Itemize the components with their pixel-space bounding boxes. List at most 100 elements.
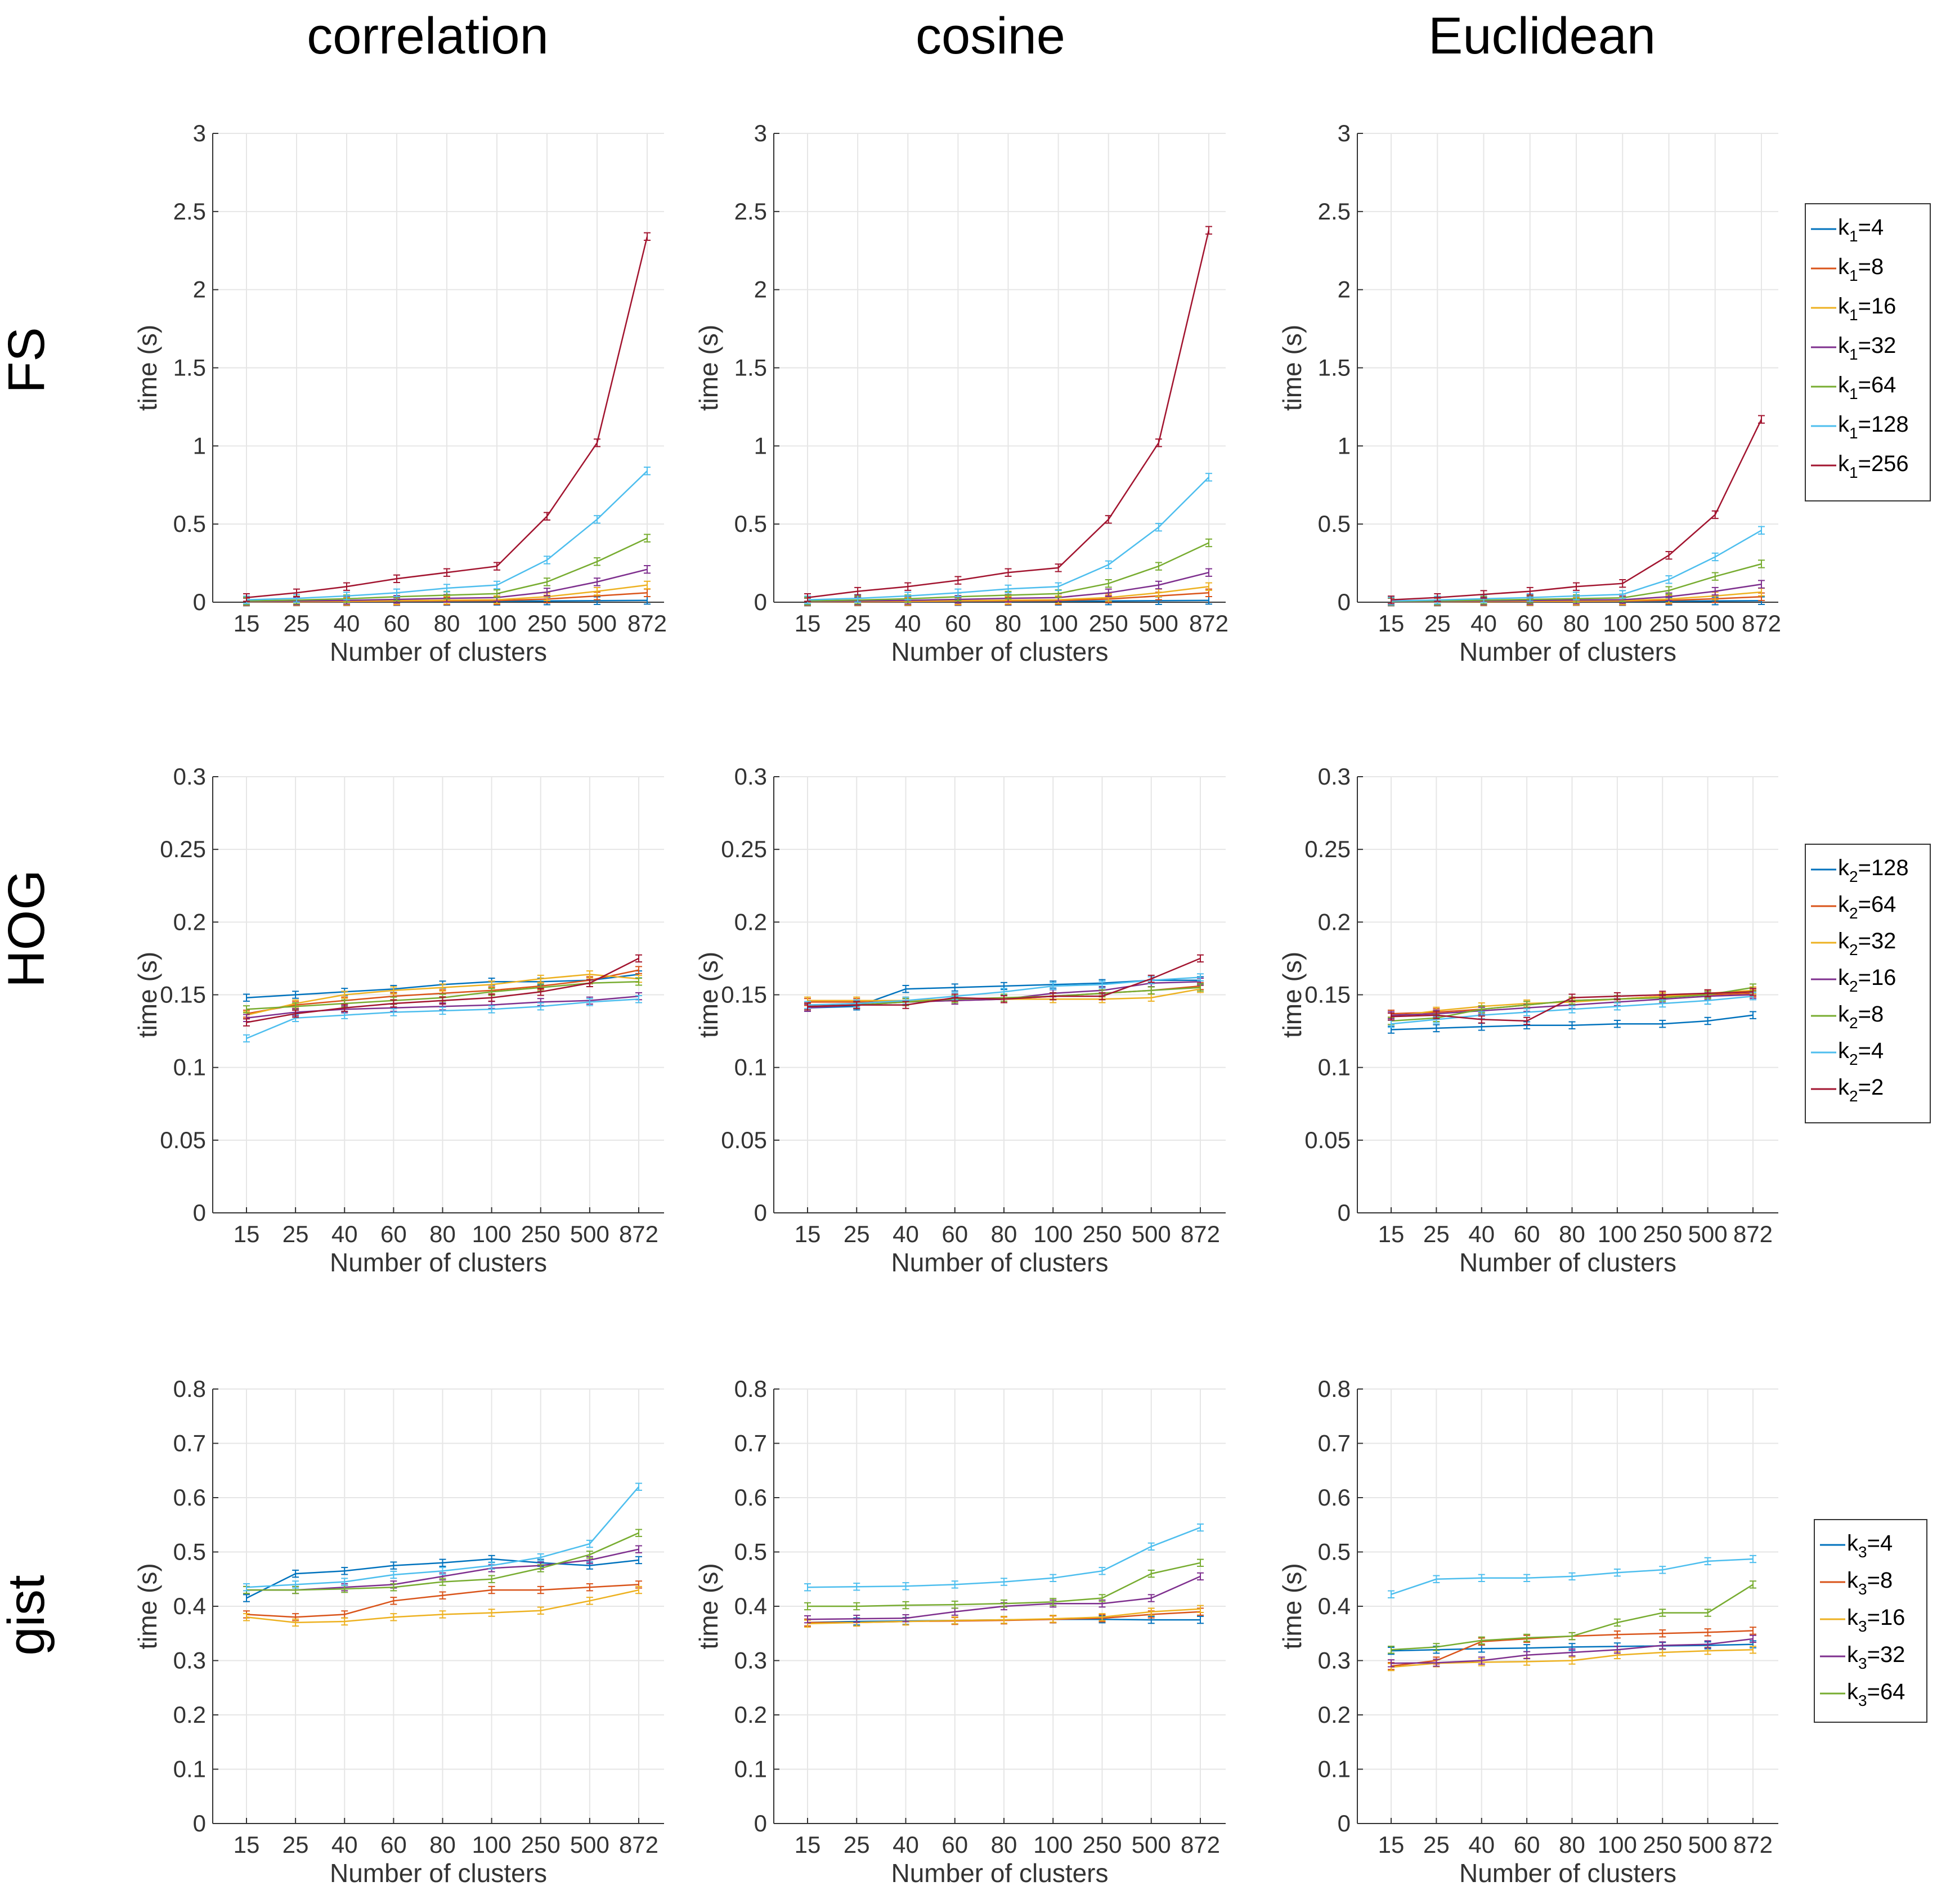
panel-hog-euclidean-xlabel: Number of clusters	[1459, 1248, 1676, 1277]
panel-hog-correlation-xtick-label: 80	[429, 1221, 456, 1247]
panel-gist-cosine-xtick-label: 80	[991, 1831, 1017, 1858]
panel-hog-cosine-xtick-label: 250	[1082, 1221, 1122, 1247]
panel-hog-correlation-xtick-label: 25	[283, 1221, 309, 1247]
panel-fs-correlation-xtick-label: 25	[284, 610, 310, 637]
panel-hog-correlation-xlabel: Number of clusters	[330, 1248, 547, 1277]
panel-fs-correlation-ytick-label: 2.5	[173, 198, 206, 225]
panel-gist-cosine-xlabel: Number of clusters	[891, 1858, 1108, 1888]
panel-fs-cosine-ytick-label: 2	[754, 276, 767, 303]
panel-gist-cosine-ytick-label: 0.4	[734, 1593, 767, 1619]
legend-entry-fs: k1=256	[1838, 451, 1909, 481]
legend-entry-fs: k1=128	[1838, 412, 1909, 442]
panel-fs-euclidean-xtick-label: 500	[1696, 610, 1735, 637]
panel-gist-cosine-xtick-label: 40	[893, 1831, 919, 1858]
panel-gist-cosine-xtick-label: 15	[795, 1831, 821, 1858]
panel-gist-euclidean-xtick-label: 15	[1378, 1831, 1405, 1858]
panel-fs-euclidean-xtick-label: 15	[1378, 610, 1405, 637]
panel-hog-euclidean-ytick-label: 0.25	[1304, 836, 1351, 862]
panel-hog-correlation-xtick-label: 15	[234, 1221, 260, 1247]
panel-hog-correlation-ytick-label: 0.2	[173, 908, 206, 935]
panel-gist-correlation-ytick-label: 0.5	[173, 1539, 206, 1565]
panel-gist-cosine-xtick-label: 100	[1033, 1831, 1073, 1858]
panel-fs-cosine-ytick-label: 0	[754, 589, 767, 615]
panel-gist-euclidean-ytick-label: 0.7	[1318, 1430, 1351, 1457]
panel-hog-cosine-ytick-label: 0.15	[721, 982, 767, 1008]
panel-hog-correlation-ytick-label: 0	[193, 1199, 206, 1226]
legend-entry-fs: k1=64	[1838, 373, 1896, 402]
panel-hog-euclidean-xtick-label: 100	[1598, 1221, 1637, 1247]
panel-hog-correlation-ytick-label: 0.05	[160, 1127, 206, 1153]
panel-fs-euclidean-ytick-label: 0	[1338, 589, 1351, 615]
panel-gist-correlation-ytick-label: 0.7	[173, 1430, 206, 1457]
panel-hog-cosine-ytick-label: 0	[754, 1199, 767, 1226]
panel-gist-euclidean-ytick-label: 0.4	[1318, 1593, 1351, 1619]
legend-entry-fs: k1=16	[1838, 294, 1896, 324]
legend-entry-hog: k2=32	[1838, 929, 1896, 958]
panel-hog-cosine-xlabel: Number of clusters	[891, 1248, 1108, 1277]
panel-gist-correlation-ytick-label: 0.8	[173, 1376, 206, 1402]
legend-entry-hog: k2=4	[1838, 1038, 1884, 1068]
panel-hog-euclidean-ytick-label: 0.2	[1318, 908, 1351, 935]
panel-hog-euclidean-ytick-label: 0.1	[1318, 1054, 1351, 1081]
panel-hog-correlation-xtick-label: 250	[521, 1221, 561, 1247]
legend-entry-hog: k2=8	[1838, 1002, 1884, 1032]
panel-hog-cosine-xtick-label: 25	[844, 1221, 870, 1247]
panel-gist-cosine-ytick-label: 0.8	[734, 1376, 767, 1402]
panel-gist-correlation-ytick-label: 0	[193, 1810, 206, 1836]
panel-hog-cosine-xtick-label: 40	[893, 1221, 919, 1247]
panel-fs-cosine-xtick-label: 25	[845, 610, 871, 637]
panel-fs-euclidean-ytick-label: 2.5	[1318, 198, 1351, 225]
panel-fs-cosine-ytick-label: 0.5	[734, 510, 767, 537]
panel-gist-cosine-xtick-label: 250	[1082, 1831, 1122, 1858]
panel-gist-euclidean-xtick-label: 60	[1514, 1831, 1540, 1858]
legend-entry-gist: k3=32	[1847, 1642, 1905, 1672]
panel-hog-cosine-xtick-label: 80	[991, 1221, 1017, 1247]
panel-gist-correlation-ytick-label: 0.4	[173, 1593, 206, 1619]
panel-fs-cosine-xtick-label: 80	[995, 610, 1021, 637]
panel-gist-correlation-ytick-label: 0.1	[173, 1756, 206, 1782]
panel-fs-cosine-ytick-label: 3	[754, 120, 767, 146]
panel-fs-cosine-xtick-label: 60	[945, 610, 971, 637]
panel-fs-correlation-ytick-label: 0	[193, 589, 206, 615]
panel-fs-correlation-xtick-label: 40	[334, 610, 360, 637]
panel-gist-correlation-ytick-label: 0.6	[173, 1484, 206, 1511]
panel-fs-correlation-xtick-label: 872	[627, 610, 667, 637]
legend-entry-hog: k2=64	[1838, 892, 1896, 922]
panel-fs-cosine-xlabel: Number of clusters	[891, 637, 1108, 666]
legend-entry-gist: k3=4	[1847, 1531, 1893, 1561]
legend-entry-hog: k2=16	[1838, 965, 1896, 995]
panel-gist-cosine-ytick-label: 0.6	[734, 1484, 767, 1511]
panel-hog-cosine-ytick-label: 0.1	[734, 1054, 767, 1081]
legend-entry-gist: k3=8	[1847, 1568, 1893, 1598]
panel-fs-cosine-ytick-label: 2.5	[734, 198, 767, 225]
panel-hog-cosine-ytick-label: 0.3	[734, 763, 767, 790]
panel-hog-cosine-xtick-label: 15	[795, 1221, 821, 1247]
panel-gist-correlation-xtick-label: 500	[570, 1831, 609, 1858]
panel-hog-cosine-ytick-label: 0.05	[721, 1127, 767, 1153]
legend-entry-fs: k1=8	[1838, 254, 1884, 284]
panel-fs-correlation-xtick-label: 500	[577, 610, 617, 637]
legend-entry-hog: k2=128	[1838, 855, 1909, 885]
panel-hog-euclidean-xtick-label: 500	[1688, 1221, 1728, 1247]
panel-gist-cosine-ytick-label: 0.2	[734, 1701, 767, 1728]
panel-fs-euclidean-ytick-label: 1	[1338, 432, 1351, 459]
panel-fs-correlation-xtick-label: 60	[384, 610, 410, 637]
panel-fs-cosine-ytick-label: 1	[754, 432, 767, 459]
panel-fs-euclidean-ytick-label: 2	[1338, 276, 1351, 303]
panel-gist-correlation-ytick-label: 0.2	[173, 1701, 206, 1728]
column-title-cosine: cosine	[916, 7, 1065, 65]
panel-gist-euclidean-ytick-label: 0.3	[1318, 1647, 1351, 1674]
panel-gist-euclidean-ylabel: time (s)	[1277, 1563, 1307, 1649]
panel-hog-correlation-xtick-label: 872	[619, 1221, 658, 1247]
panel-hog-euclidean-xtick-label: 40	[1468, 1221, 1495, 1247]
panel-hog-cosine-xtick-label: 100	[1033, 1221, 1073, 1247]
legend-entry-gist: k3=16	[1847, 1605, 1905, 1635]
panel-hog-correlation-xtick-label: 60	[380, 1221, 407, 1247]
panel-gist-correlation-xtick-label: 25	[283, 1831, 309, 1858]
panel-gist-correlation-ylabel: time (s)	[133, 1563, 162, 1649]
legend-fs	[1805, 203, 1931, 501]
panel-fs-cosine-ytick-label: 1.5	[734, 355, 767, 381]
row-title-fs: FS	[0, 327, 55, 393]
legend-gist	[1814, 1519, 1927, 1723]
